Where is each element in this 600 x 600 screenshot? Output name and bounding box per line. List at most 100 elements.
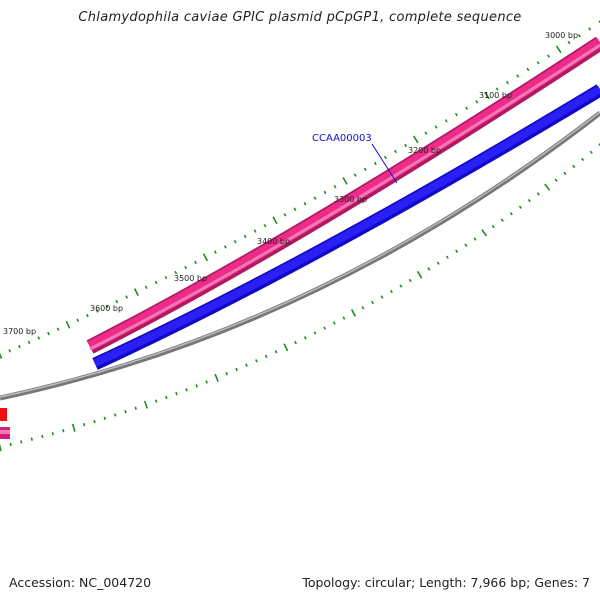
outer-ring-minor-tick — [475, 100, 479, 104]
inner-ring-minor-tick — [313, 331, 317, 335]
accession-label: Accession: NC_004720 — [9, 575, 152, 590]
outer-ring-minor-tick — [598, 20, 600, 24]
outer-ring-minor-tick — [333, 185, 337, 189]
outer-ring-minor-tick — [434, 125, 438, 129]
outer-ring-major-tick — [342, 177, 348, 185]
scale-label-3000: 3000 bp — [545, 31, 578, 40]
red-feature[interactable] — [0, 408, 7, 421]
inner-ring-minor-tick — [165, 395, 168, 400]
inner-ring-minor-tick — [589, 150, 593, 154]
outer-ring-minor-tick — [373, 161, 377, 166]
outer-ring-minor-tick — [213, 250, 217, 254]
inner-ring-minor-tick — [30, 437, 33, 441]
inner-ring-minor-tick — [408, 278, 412, 283]
gene-label-leader — [371, 143, 398, 184]
outer-ring-minor-tick — [353, 173, 357, 177]
inner-ring-major-tick — [214, 373, 219, 382]
outer-tick-ring — [0, 20, 600, 360]
inner-ring-minor-tick — [332, 321, 336, 325]
outer-ring-minor-tick — [223, 245, 227, 249]
inner-ring-minor-tick — [82, 422, 86, 427]
inner-ring-minor-tick — [124, 409, 127, 414]
inner-ring-minor-tick — [195, 384, 198, 388]
inner-ring-major-tick — [143, 400, 149, 409]
outer-ring-minor-tick — [18, 344, 21, 349]
inner-ring-minor-tick — [491, 224, 495, 229]
inner-ring-minor-tick — [554, 178, 558, 182]
inner-ring-minor-tick — [9, 442, 12, 447]
backbone-arc-light — [0, 111, 600, 398]
outer-ring-minor-tick — [37, 336, 41, 340]
outer-ring-minor-tick — [27, 340, 31, 345]
gene-arc-forward-shine — [89, 43, 600, 351]
outer-ring-minor-tick — [233, 240, 237, 244]
inner-ring-minor-tick — [436, 261, 440, 265]
scale-label-3600: 3600 bp — [90, 304, 123, 313]
inner-ring-minor-tick — [154, 399, 158, 403]
outer-ring-minor-tick — [86, 313, 89, 318]
outer-ring-major-tick — [65, 320, 71, 329]
outer-ring-major-tick — [133, 288, 139, 297]
inner-ring-major-tick — [481, 229, 488, 237]
summary-label: Topology: circular; Length: 7,966 bp; Ge… — [302, 575, 590, 590]
outer-ring-minor-tick — [47, 331, 50, 336]
outer-ring-minor-tick — [76, 318, 80, 322]
inner-ring-minor-tick — [380, 295, 384, 299]
scale-label-3100: 3100 bp — [479, 91, 512, 100]
inner-ring-minor-tick — [294, 340, 297, 345]
outer-ring-minor-tick — [303, 202, 307, 206]
outer-ring-minor-tick — [454, 112, 458, 117]
outer-ring-minor-tick — [567, 40, 571, 45]
outer-ring-minor-tick — [253, 229, 257, 233]
outer-ring-minor-tick — [293, 207, 297, 211]
inner-ring-major-tick — [416, 270, 423, 279]
inner-ring-minor-tick — [205, 380, 208, 384]
outer-ring-minor-tick — [174, 270, 178, 275]
inner-ring-minor-tick — [93, 419, 96, 424]
inner-ring-minor-tick — [255, 359, 258, 363]
inner-ring-minor-tick — [134, 406, 137, 410]
inner-ring-minor-tick — [445, 255, 449, 259]
inner-ring-minor-tick — [500, 218, 504, 222]
outer-ring-major-tick — [0, 352, 3, 360]
outer-ring-major-tick — [484, 91, 490, 100]
inner-ring-minor-tick — [113, 413, 117, 417]
inner-ring-major-tick — [283, 343, 289, 352]
inner-ring-minor-tick — [175, 391, 178, 396]
inner-tick-ring — [0, 143, 600, 452]
outer-ring-minor-tick — [384, 155, 387, 160]
outer-ring-major-tick — [272, 216, 278, 225]
outer-ring-minor-tick — [95, 309, 99, 313]
outer-ring-minor-tick — [263, 224, 267, 228]
outer-ring-minor-tick — [184, 265, 188, 270]
outer-ring-minor-tick — [495, 87, 499, 91]
scale-label-3500: 3500 bp — [174, 274, 207, 283]
outer-ring-minor-tick — [8, 349, 12, 353]
gene-arc-reverse-highlight — [93, 85, 600, 367]
outer-ring-minor-tick — [404, 143, 408, 148]
pink-feature-left-highlight — [0, 430, 10, 434]
outer-ring-minor-tick — [144, 285, 148, 290]
outer-ring-minor-tick — [154, 280, 158, 285]
inner-ring-minor-tick — [103, 416, 107, 420]
inner-ring-minor-tick — [185, 388, 188, 392]
outer-ring-major-tick — [202, 253, 209, 262]
scale-label-3400: 3400 bp — [257, 237, 290, 246]
inner-ring-minor-tick — [62, 429, 65, 433]
inner-ring-minor-tick — [390, 289, 393, 294]
outer-ring-major-tick — [413, 135, 419, 144]
outer-ring-minor-tick — [105, 304, 109, 309]
outer-ring-minor-tick — [363, 167, 367, 171]
inner-ring-minor-tick — [399, 284, 403, 288]
inner-ring-minor-tick — [245, 363, 248, 367]
outer-ring-minor-tick — [125, 295, 129, 299]
outer-ring-minor-tick — [243, 234, 247, 239]
inner-ring-minor-tick — [225, 372, 228, 376]
map-title: Chlamydophila caviae GPIC plasmid pCpGP1… — [78, 10, 522, 25]
outer-ring-minor-tick — [516, 74, 520, 78]
outer-ring-minor-tick — [465, 106, 469, 110]
outer-ring-minor-tick — [283, 213, 287, 217]
inner-ring-minor-tick — [342, 316, 346, 320]
gene-label-ccaa00003[interactable]: CCAA00003 — [312, 133, 372, 144]
